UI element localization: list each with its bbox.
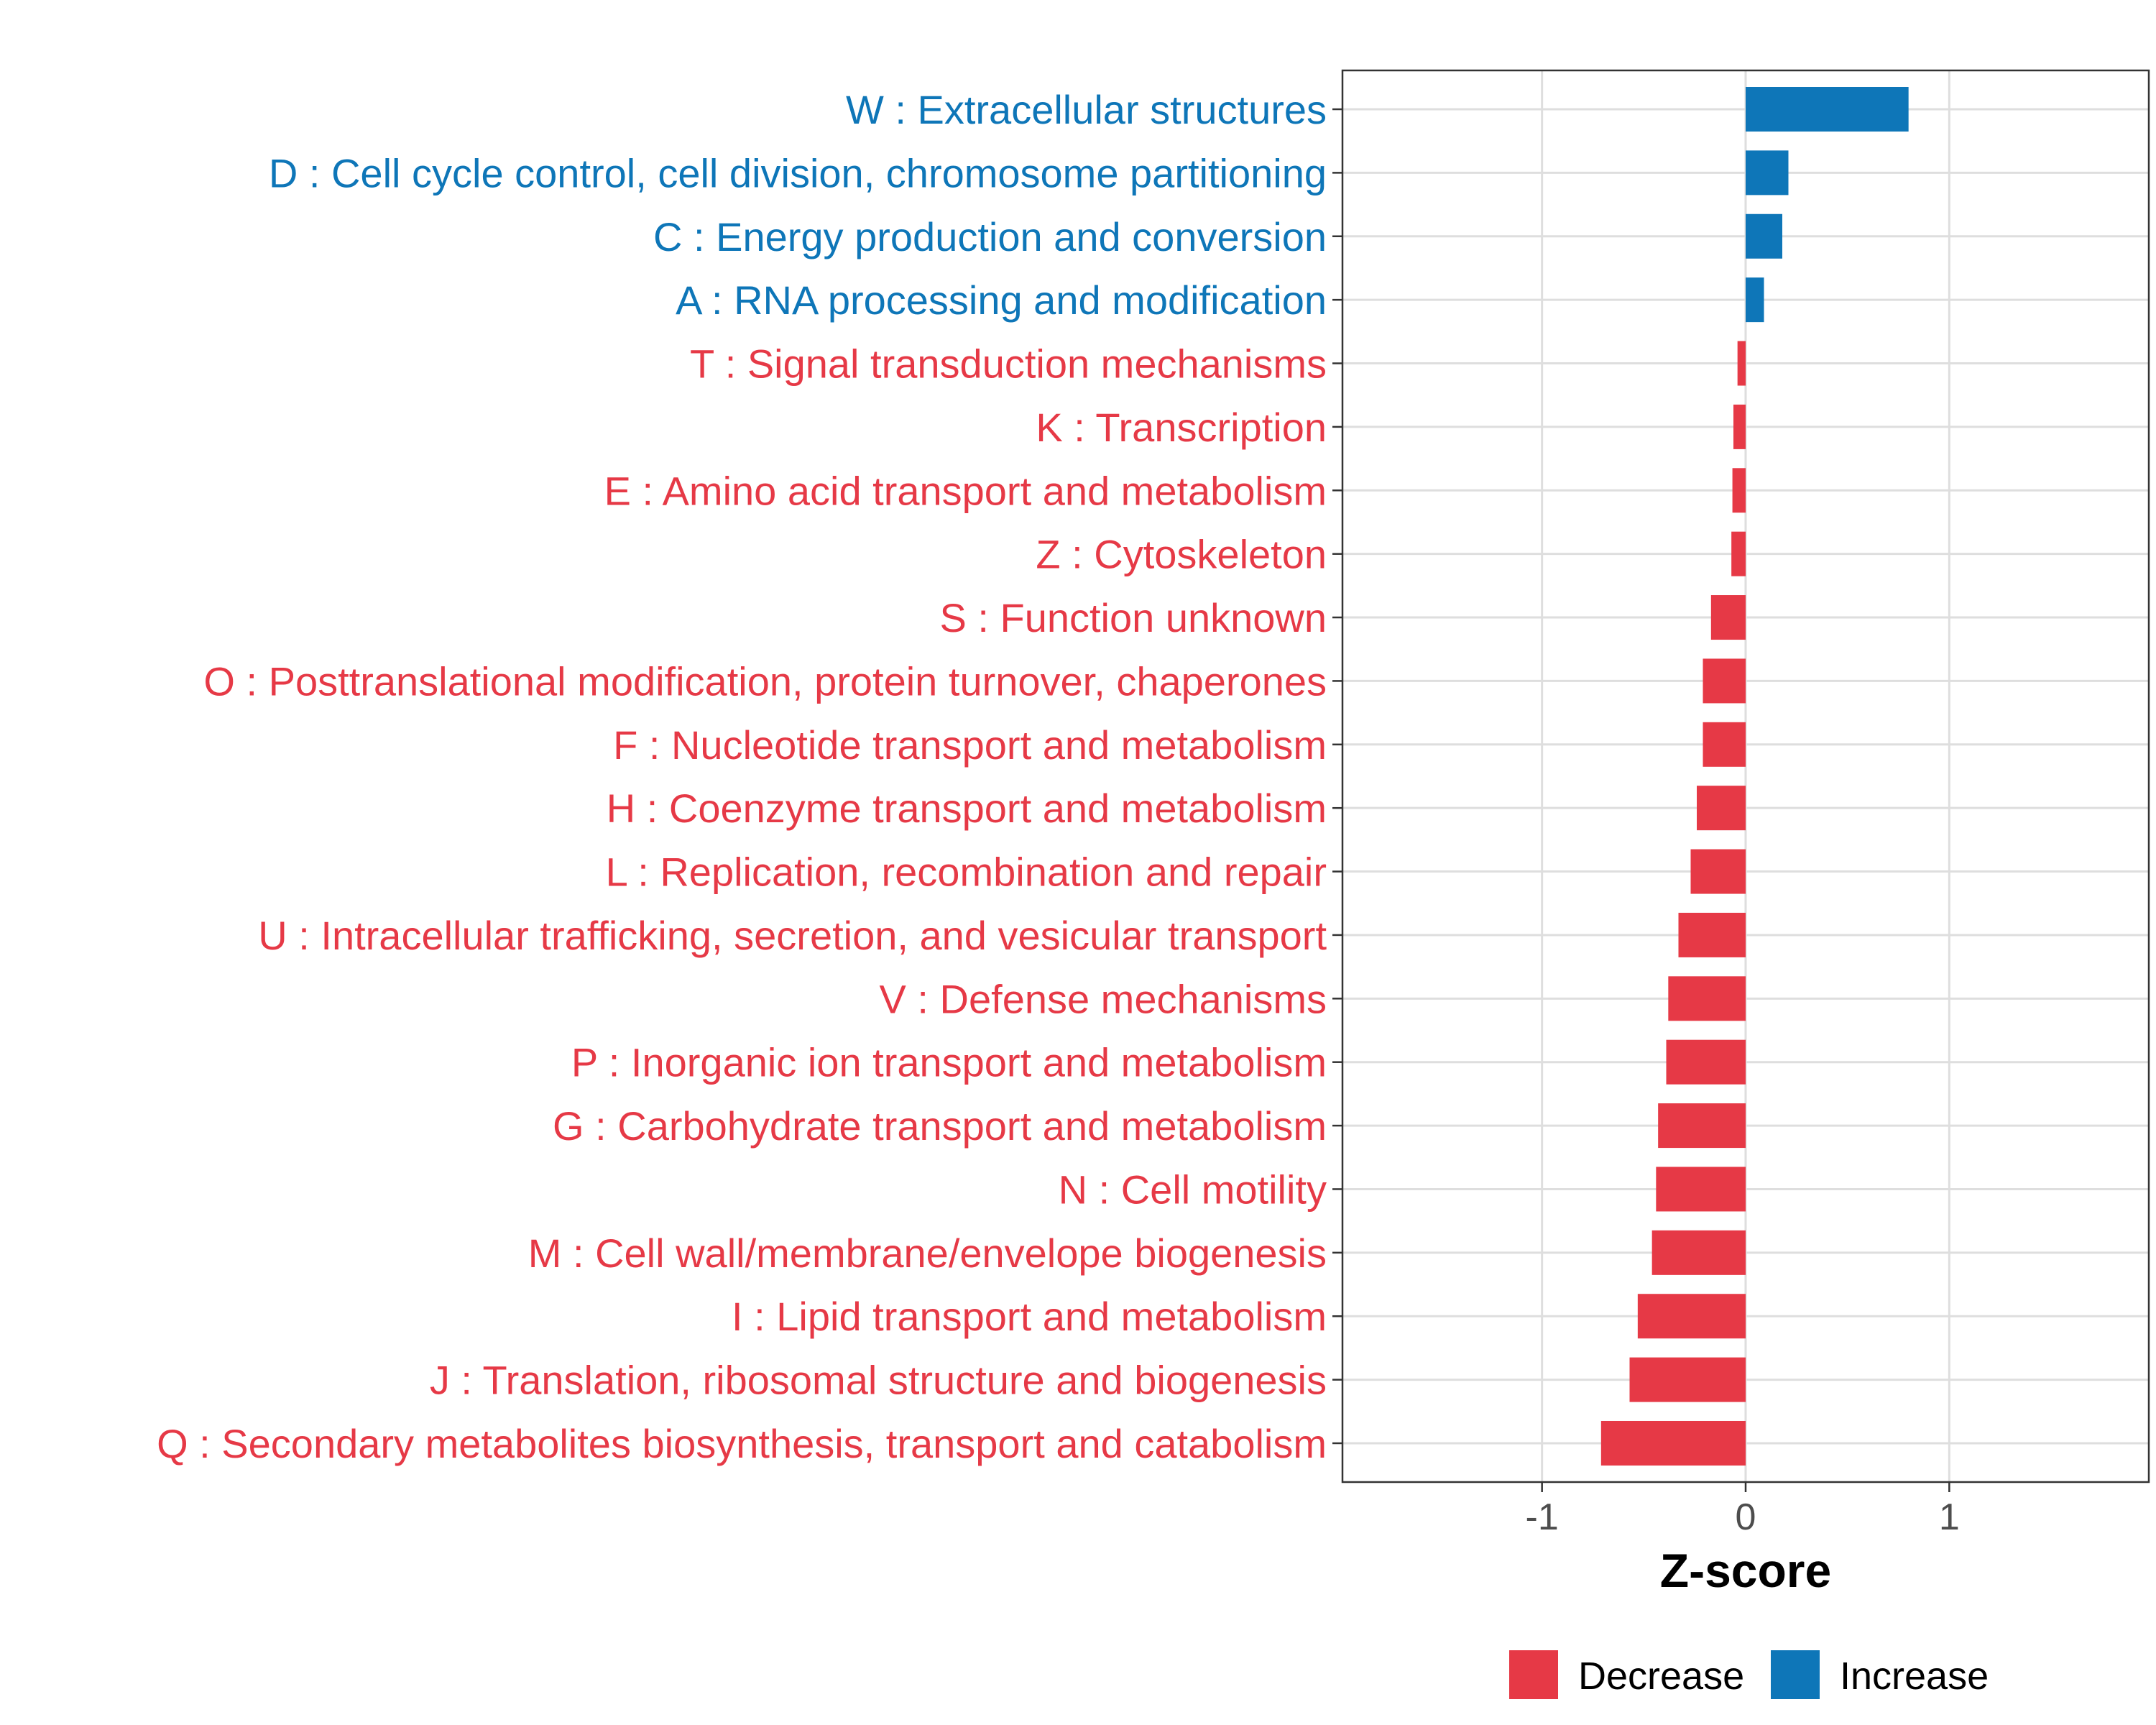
legend-swatch xyxy=(1771,1650,1820,1699)
y-axis-category-labels: W : Extracellular structures D : Cell cyc… xyxy=(157,87,1327,1466)
bar xyxy=(1737,341,1746,386)
x-axis-ticks: -1 0 1 xyxy=(1526,1482,1960,1538)
category-label: N : Cell motility xyxy=(1059,1167,1327,1212)
bar xyxy=(1703,658,1746,704)
category-label: E : Amino acid transport and metabolism xyxy=(604,468,1327,513)
category-label: S : Function unknown xyxy=(939,595,1327,640)
x-tick-label: 1 xyxy=(1939,1496,1960,1538)
category-label: D : Cell cycle control, cell division, c… xyxy=(269,150,1327,196)
category-label: H : Coenzyme transport and metabolism xyxy=(607,786,1327,831)
bar xyxy=(1731,531,1746,576)
bars xyxy=(1600,87,1909,1466)
bar xyxy=(1656,1167,1746,1212)
category-label: P : Inorganic ion transport and metaboli… xyxy=(571,1040,1327,1085)
bar xyxy=(1746,213,1782,259)
bar xyxy=(1732,468,1746,513)
category-label: C : Energy production and conversion xyxy=(653,214,1327,259)
category-label: O : Posttranslational modification, prot… xyxy=(203,658,1327,704)
y-axis-ticks xyxy=(1332,108,1342,1445)
category-label: V : Defense mechanisms xyxy=(880,976,1327,1021)
legend-label: Increase xyxy=(1840,1655,1989,1698)
bar xyxy=(1746,277,1764,323)
category-label: K : Transcription xyxy=(1036,405,1327,450)
category-label: T : Signal transduction mechanisms xyxy=(690,341,1327,387)
category-label: I : Lipid transport and metabolism xyxy=(732,1294,1327,1339)
bar xyxy=(1690,849,1746,894)
legend-swatch xyxy=(1509,1650,1558,1699)
bar xyxy=(1703,722,1746,767)
bar xyxy=(1658,1103,1746,1149)
category-label: U : Intracellular trafficking, secretion… xyxy=(258,913,1327,958)
bar xyxy=(1666,1039,1746,1085)
bar xyxy=(1710,595,1746,640)
category-label: J : Translation, ribosomal structure and… xyxy=(430,1358,1327,1403)
legend-label: Decrease xyxy=(1578,1655,1744,1698)
category-label: A : RNA processing and modification xyxy=(676,277,1327,323)
category-label: F : Nucleotide transport and metabolism xyxy=(613,722,1327,768)
bar xyxy=(1651,1230,1746,1275)
x-tick-label: -1 xyxy=(1526,1496,1559,1538)
bar xyxy=(1733,404,1746,449)
category-label: W : Extracellular structures xyxy=(846,87,1327,132)
category-label: M : Cell wall/membrane/envelope biogenes… xyxy=(528,1230,1327,1276)
bar xyxy=(1629,1357,1746,1402)
bar xyxy=(1697,786,1746,831)
category-label: G : Carbohydrate transport and metabolis… xyxy=(553,1103,1327,1149)
x-axis-title: Z-score xyxy=(1660,1544,1831,1597)
bar xyxy=(1600,1420,1746,1466)
x-tick-label: 0 xyxy=(1736,1496,1756,1538)
bar xyxy=(1746,150,1789,196)
category-label: Z : Cytoskeleton xyxy=(1036,532,1327,577)
bar xyxy=(1637,1294,1746,1339)
bar xyxy=(1668,976,1746,1021)
bar xyxy=(1678,912,1746,957)
bar xyxy=(1746,87,1909,132)
legend: Decrease Increase xyxy=(1509,1650,1989,1699)
category-label: L : Replication, recombination and repai… xyxy=(606,850,1327,895)
category-label: Q : Secondary metabolites biosynthesis, … xyxy=(157,1421,1327,1466)
